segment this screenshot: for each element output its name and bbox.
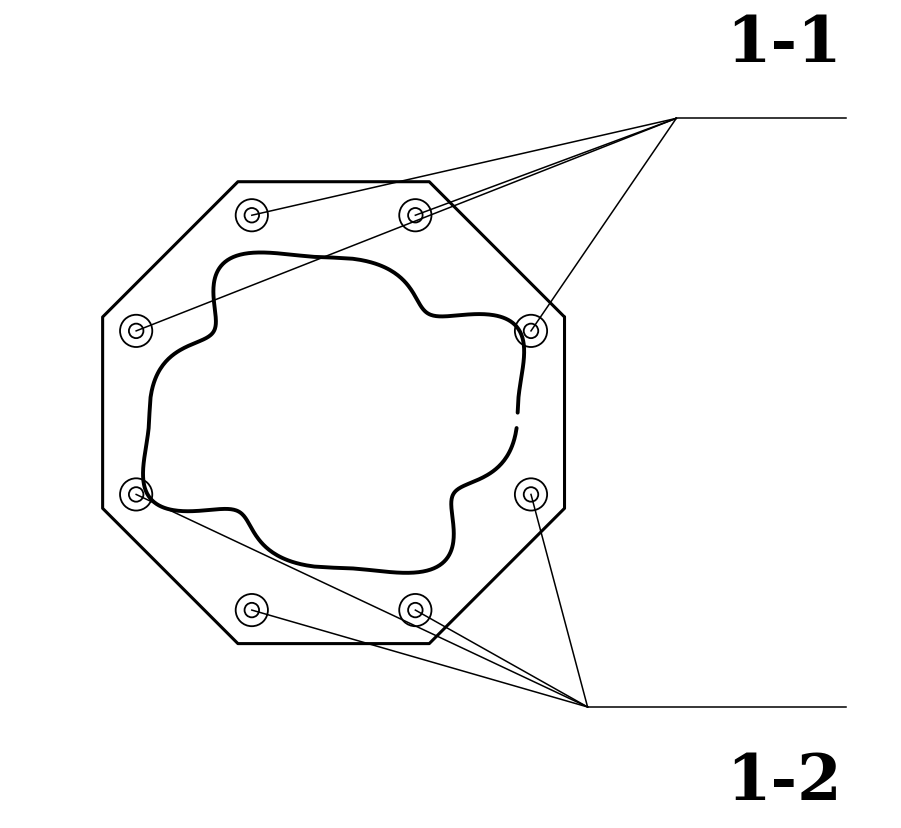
Text: 1-2: 1-2: [726, 752, 842, 812]
Text: 1-1: 1-1: [726, 14, 842, 75]
